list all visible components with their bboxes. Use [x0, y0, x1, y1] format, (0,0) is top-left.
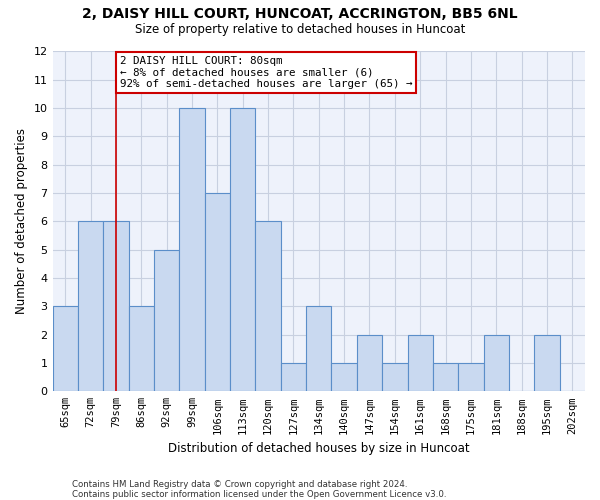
Bar — [230, 108, 256, 392]
Bar — [78, 222, 103, 392]
X-axis label: Distribution of detached houses by size in Huncoat: Distribution of detached houses by size … — [168, 442, 470, 455]
Bar — [128, 306, 154, 392]
Text: Size of property relative to detached houses in Huncoat: Size of property relative to detached ho… — [135, 22, 465, 36]
Y-axis label: Number of detached properties: Number of detached properties — [15, 128, 28, 314]
Text: Contains HM Land Registry data © Crown copyright and database right 2024.: Contains HM Land Registry data © Crown c… — [72, 480, 407, 489]
Bar — [281, 363, 306, 392]
Text: 2 DAISY HILL COURT: 80sqm
← 8% of detached houses are smaller (6)
92% of semi-de: 2 DAISY HILL COURT: 80sqm ← 8% of detach… — [120, 56, 412, 89]
Bar — [154, 250, 179, 392]
Bar — [407, 334, 433, 392]
Bar — [458, 363, 484, 392]
Bar — [357, 334, 382, 392]
Bar — [306, 306, 331, 392]
Text: Contains public sector information licensed under the Open Government Licence v3: Contains public sector information licen… — [72, 490, 446, 499]
Bar — [534, 334, 560, 392]
Bar — [103, 222, 128, 392]
Bar — [433, 363, 458, 392]
Bar — [53, 306, 78, 392]
Bar — [256, 222, 281, 392]
Bar — [484, 334, 509, 392]
Bar — [331, 363, 357, 392]
Bar — [179, 108, 205, 392]
Text: 2, DAISY HILL COURT, HUNCOAT, ACCRINGTON, BB5 6NL: 2, DAISY HILL COURT, HUNCOAT, ACCRINGTON… — [82, 8, 518, 22]
Bar — [205, 193, 230, 392]
Bar — [382, 363, 407, 392]
